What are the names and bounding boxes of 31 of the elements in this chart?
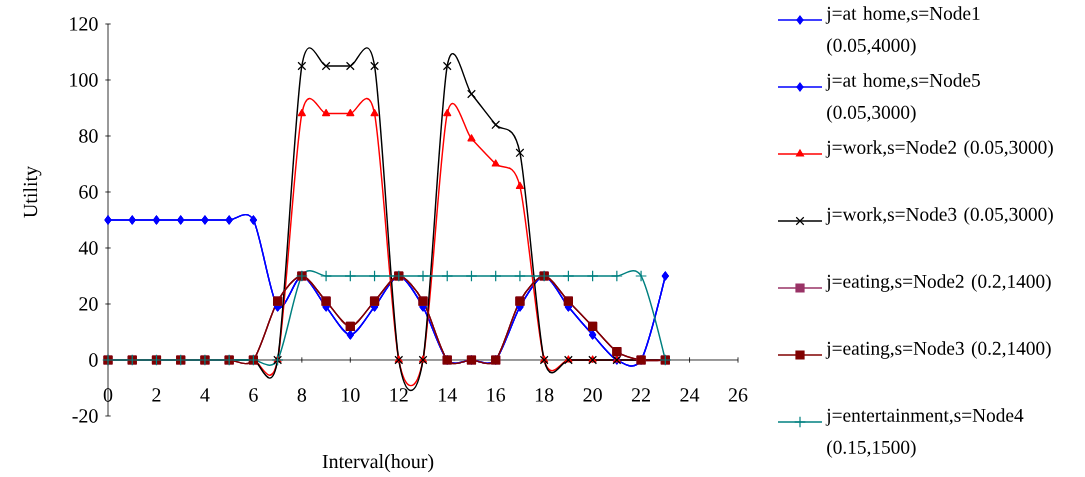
y-tick-label: -20 [72, 409, 98, 423]
legend-label: j=eating,s=Node3 (0.2,1400) [825, 341, 1051, 359]
x-tick-label: 26 [728, 388, 748, 402]
x-tick-label: 2 [152, 388, 161, 402]
y-tick-label: 0 [89, 353, 98, 367]
legend-label: j=at home,s=Node1 (0.05,4000) [825, 6, 980, 56]
y-axis-title: Utility [23, 165, 42, 218]
y-tick-label: 80 [79, 129, 98, 143]
x-tick-label: 18 [535, 388, 554, 402]
x-tick-label: 8 [297, 388, 307, 402]
x-tick-label: 12 [390, 388, 408, 402]
y-tick-label: 40 [78, 241, 98, 255]
x-tick-label: 14 [438, 388, 457, 402]
x-tick-label: 4 [200, 388, 210, 402]
legend-label: j=work,s=Node3 (0.05,3000) [825, 207, 1053, 225]
y-tick-label: 20 [79, 297, 98, 311]
y-tick-label: 60 [79, 185, 98, 199]
x-tick-label: 22 [631, 388, 650, 402]
legend-label: j=at home,s=Node5 (0.05,3000) [825, 73, 980, 123]
x-tick-label: 16 [487, 388, 506, 402]
y-tick-label: 120 [70, 17, 98, 31]
y-tick-label: 100 [70, 73, 98, 87]
x-tick-label: 20 [583, 388, 602, 402]
legend-label: j=entertainment,s=Node4 (0.15,1500) [825, 408, 1024, 458]
x-tick-label: 6 [249, 388, 258, 402]
x-axis-title: Interval(hour) [322, 454, 434, 473]
x-tick-label: 10 [342, 388, 360, 402]
x-tick-label: 24 [680, 388, 700, 402]
legend-label: j=work,s=Node2 (0.05,3000) [825, 140, 1053, 158]
x-tick-label: 0 [103, 388, 113, 402]
legend-label: j=eating,s=Node2 (0.2,1400) [825, 274, 1051, 292]
